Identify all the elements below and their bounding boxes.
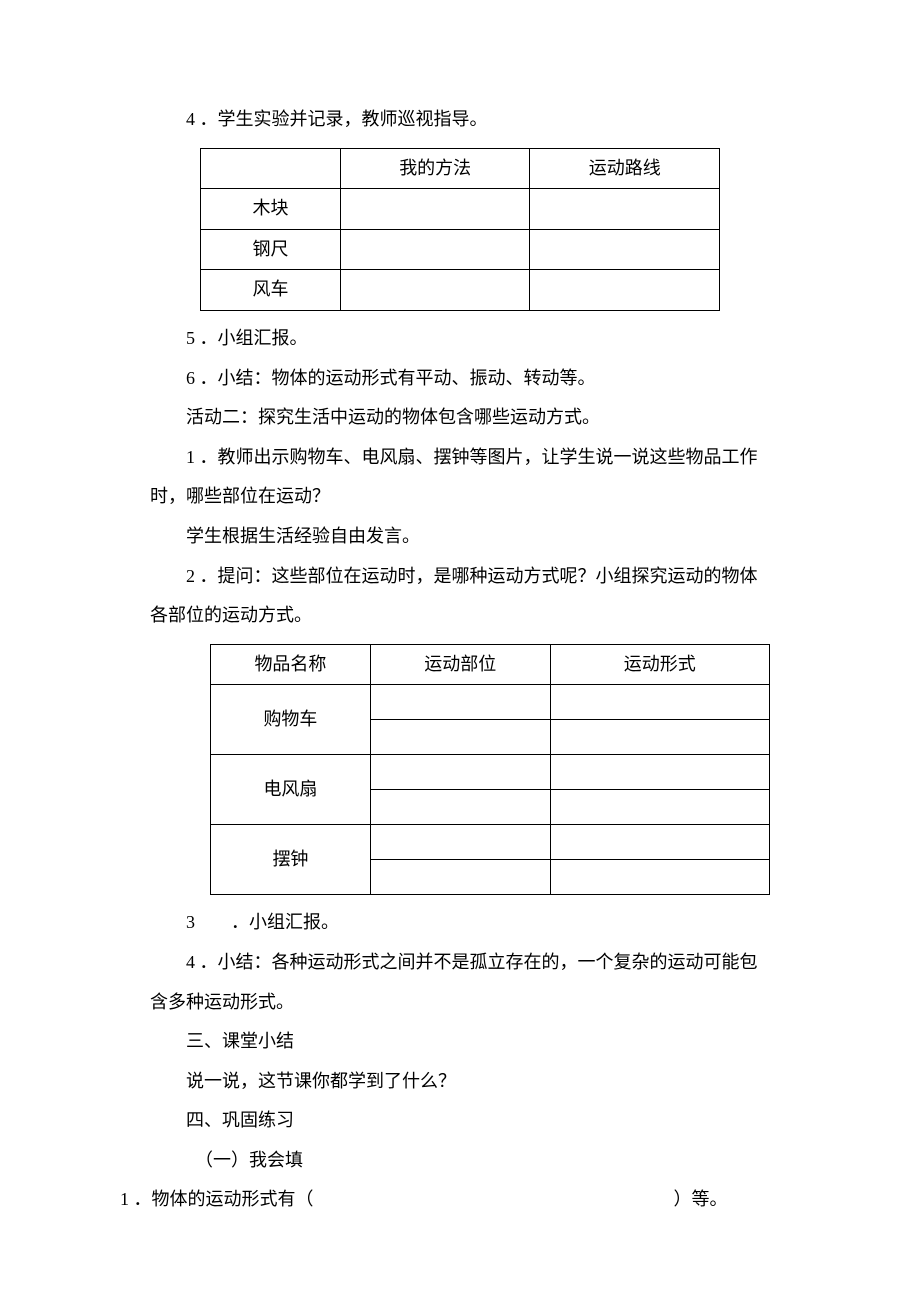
table-row: 物品名称 运动部位 运动形式 bbox=[211, 644, 770, 685]
cell-form bbox=[550, 825, 769, 860]
section-3-title: 三、课堂小结 bbox=[150, 1022, 770, 1062]
cell-item-name: 购物车 bbox=[211, 685, 371, 755]
cell-part bbox=[370, 755, 550, 790]
cell-method bbox=[340, 270, 530, 311]
cell-item: 木块 bbox=[201, 189, 341, 230]
paragraph-act2-1: 1 ．教师出示购物车、电风扇、摆钟等图片，让学生说一说这些物品工作时，哪些部位在… bbox=[150, 438, 770, 517]
paragraph-4-summary: 4 ．小结：各种运动形式之间并不是孤立存在的，一个复杂的运动可能包含多种运动形式… bbox=[150, 943, 770, 1022]
paragraph-4: 4 ．学生实验并记录，教师巡视指导。 bbox=[150, 100, 770, 140]
cell-form bbox=[550, 755, 769, 790]
cell-form bbox=[550, 790, 769, 825]
cell-item: 风车 bbox=[201, 270, 341, 311]
table-row: 钢尺 bbox=[201, 229, 720, 270]
paragraph-6: 6 ．小结：物体的运动形式有平动、振动、转动等。 bbox=[150, 359, 770, 399]
table-row: 购物车 bbox=[211, 685, 770, 720]
table-header-part: 运动部位 bbox=[370, 644, 550, 685]
cell-part bbox=[370, 790, 550, 825]
table-row: 木块 bbox=[201, 189, 720, 230]
cell-part bbox=[370, 860, 550, 895]
cell-method bbox=[340, 189, 530, 230]
section-4-title: 四、巩固练习 bbox=[150, 1101, 770, 1141]
document-page: 4 ．学生实验并记录，教师巡视指导。 我的方法 运动路线 木块 钢尺 风车 5 … bbox=[0, 0, 920, 1301]
cell-item-name: 电风扇 bbox=[211, 755, 371, 825]
table-header-path: 运动路线 bbox=[530, 148, 720, 189]
table-header-form: 运动形式 bbox=[550, 644, 769, 685]
table-row: 风车 bbox=[201, 270, 720, 311]
table-row: 电风扇 bbox=[211, 755, 770, 790]
cell-path bbox=[530, 270, 720, 311]
cell-part bbox=[370, 685, 550, 720]
table-header-name: 物品名称 bbox=[211, 644, 371, 685]
cell-path bbox=[530, 229, 720, 270]
cell-form bbox=[550, 720, 769, 755]
paragraph-act2-2: 2 ．提问：这些部位在运动时，是哪种运动方式呢？小组探究运动的物体各部位的运动方… bbox=[150, 557, 770, 636]
section-3-question: 说一说，这节课你都学到了什么？ bbox=[150, 1062, 770, 1102]
section-4-sub1: （一）我会填 bbox=[150, 1141, 770, 1181]
cell-part bbox=[370, 720, 550, 755]
paragraph-5: 5 ．小组汇报。 bbox=[150, 319, 770, 359]
table-row: 摆钟 bbox=[211, 825, 770, 860]
cell-item: 钢尺 bbox=[201, 229, 341, 270]
q1-suffix: ）等。 bbox=[674, 1189, 728, 1209]
cell-method bbox=[340, 229, 530, 270]
table-methods: 我的方法 运动路线 木块 钢尺 风车 bbox=[200, 148, 720, 311]
table-header-method: 我的方法 bbox=[340, 148, 530, 189]
cell-part bbox=[370, 825, 550, 860]
table-row: 我的方法 运动路线 bbox=[201, 148, 720, 189]
activity-2-title: 活动二：探究生活中运动的物体包含哪些运动方式。 bbox=[150, 398, 770, 438]
table-header-blank bbox=[201, 148, 341, 189]
table-motion-parts: 物品名称 运动部位 运动形式 购物车 电风扇 摆钟 bbox=[210, 644, 770, 896]
fill-blank-q1: 1 ．物体的运动形式有（ ）等。 bbox=[120, 1180, 770, 1220]
cell-item-name: 摆钟 bbox=[211, 825, 371, 895]
cell-form bbox=[550, 860, 769, 895]
paragraph-act2-1b: 学生根据生活经验自由发言。 bbox=[150, 517, 770, 557]
paragraph-3-report: 3 ．小组汇报。 bbox=[150, 903, 770, 943]
cell-path bbox=[530, 189, 720, 230]
q1-prefix: 1 ．物体的运动形式有（ bbox=[120, 1189, 314, 1209]
cell-form bbox=[550, 685, 769, 720]
